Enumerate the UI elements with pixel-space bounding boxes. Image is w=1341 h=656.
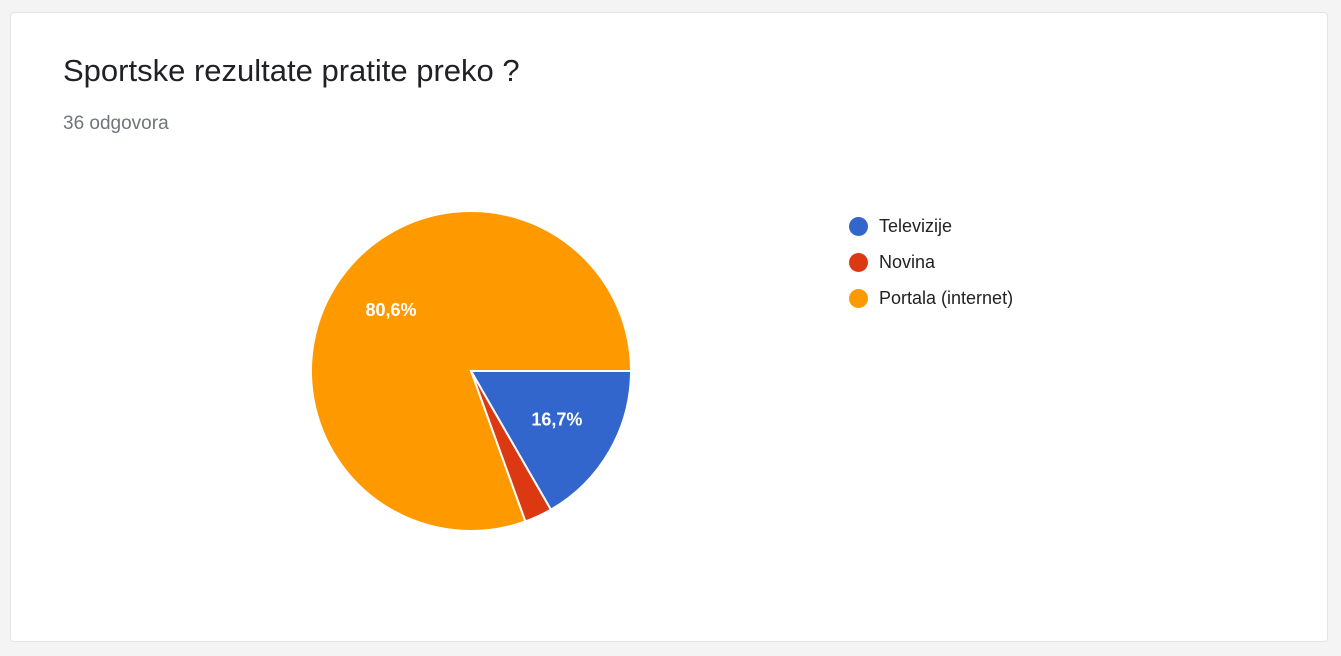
legend-item[interactable]: Portala (internet) <box>849 280 1013 316</box>
legend-swatch <box>849 216 868 236</box>
legend-swatch <box>849 252 868 272</box>
slice-data-label: 80,6% <box>365 300 416 320</box>
chart-legend: Televizije Novina Portala (internet) <box>849 208 1013 316</box>
slice-data-label: 16,7% <box>531 409 582 429</box>
pie-chart: 16,7% 80,6% <box>310 210 633 532</box>
legend-label: Portala (internet) <box>879 287 1014 308</box>
pie-slice-portala-internet[interactable] <box>310 210 633 532</box>
response-count: 36 odgovora <box>63 113 169 134</box>
legend-item[interactable]: Televizije <box>849 208 1013 244</box>
legend-swatch <box>849 288 868 308</box>
legend-label: Televizije <box>879 215 953 236</box>
legend-item[interactable]: Novina <box>849 244 1013 280</box>
chart-card: Sportske rezultate pratite preko ? 36 od… <box>10 12 1328 642</box>
chart-title: Sportske rezultate pratite preko ? <box>63 53 520 88</box>
legend-label: Novina <box>879 251 936 272</box>
pie-slice-televizije[interactable] <box>469 370 633 512</box>
